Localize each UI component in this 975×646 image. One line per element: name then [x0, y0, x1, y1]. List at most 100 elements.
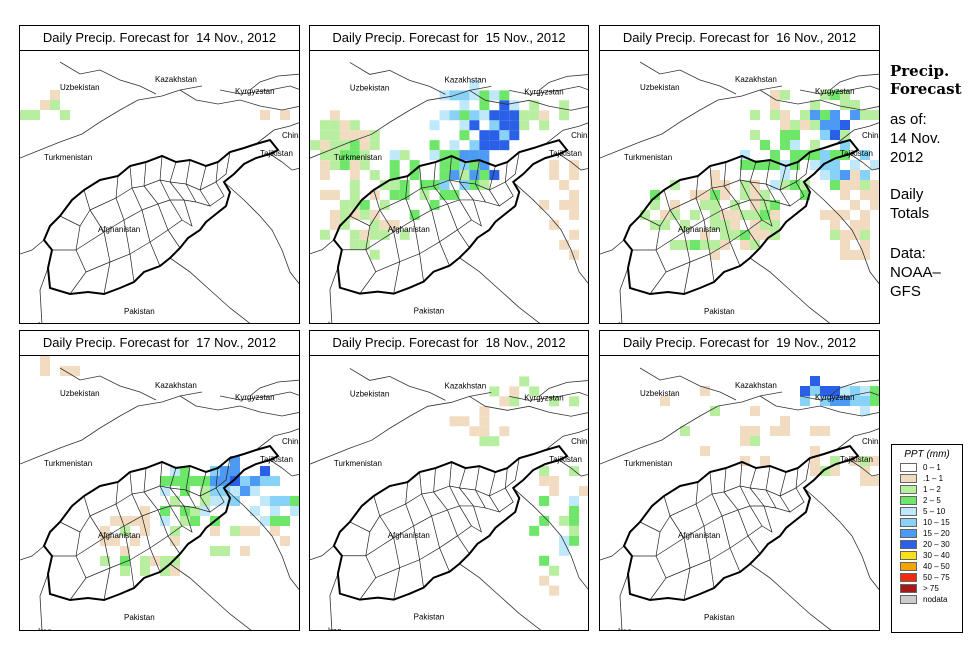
precip-cell — [840, 386, 850, 396]
precip-cell — [210, 496, 220, 506]
precip-cell — [860, 190, 870, 200]
country-label-turkmenistan: Turkmenistan — [624, 459, 672, 468]
province-boundary — [52, 225, 81, 251]
precip-cell — [650, 220, 660, 230]
province-boundary — [359, 555, 377, 600]
country-label-china: China — [862, 437, 880, 446]
precip-cell — [210, 466, 220, 476]
province-boundary — [181, 505, 193, 533]
country-label-uzbekistan: Uzbekistan — [350, 389, 389, 398]
legend-row: 5 – 10 — [892, 506, 962, 517]
precip-cell — [489, 436, 500, 447]
precip-cell — [479, 436, 490, 447]
country-border — [639, 367, 737, 401]
precip-cell — [319, 150, 330, 161]
country-label-tajikistan: Tajikistan — [549, 149, 582, 158]
precip-cell — [349, 239, 360, 250]
precip-cell — [850, 230, 860, 240]
precip-cell — [319, 189, 330, 200]
country-border — [759, 89, 879, 111]
precip-cell — [160, 506, 170, 516]
province-boundary — [59, 495, 91, 533]
country-label-china: China — [571, 131, 589, 140]
country-label-iran: Iran — [38, 321, 52, 324]
precip-cell — [569, 525, 580, 536]
precip-cell — [750, 426, 760, 436]
precip-cell — [780, 110, 790, 120]
precip-cell — [190, 476, 200, 486]
country-label-uzbekistan: Uzbekistan — [640, 389, 680, 398]
country-label-afghanistan: Afghanistan — [98, 225, 140, 234]
province-boundary — [475, 471, 496, 497]
precip-cell — [260, 466, 270, 476]
country-label-iran: Iran — [328, 321, 342, 325]
precip-cell — [250, 526, 260, 536]
precip-cell — [449, 110, 460, 121]
province-boundary — [143, 155, 163, 187]
legend-label: 10 – 15 — [923, 518, 950, 527]
precip-cell — [830, 456, 840, 466]
precip-cell — [840, 120, 850, 130]
precip-cell — [369, 170, 380, 181]
precip-cell — [130, 536, 140, 546]
precip-cell — [800, 120, 810, 130]
precip-cell — [840, 250, 850, 260]
precip-cell — [230, 466, 240, 476]
precip-cell — [479, 140, 490, 151]
province-boundary — [341, 531, 371, 557]
precip-cell — [559, 545, 570, 556]
precip-cell — [780, 180, 790, 190]
precip-cell — [449, 150, 460, 161]
province-boundary — [85, 231, 111, 273]
precip-cell — [40, 366, 50, 376]
legend-swatch — [900, 562, 917, 571]
precip-cell — [760, 230, 770, 240]
precip-cell — [870, 396, 879, 406]
precip-cell — [730, 210, 740, 220]
province-boundary — [779, 467, 799, 497]
precip-cell — [780, 170, 790, 180]
precip-cell — [760, 140, 770, 150]
precip-cell — [319, 120, 330, 131]
province-boundary — [413, 493, 433, 527]
legend-label: 5 – 10 — [923, 507, 946, 516]
precip-cell — [790, 160, 800, 170]
precip-cell — [170, 536, 180, 546]
precip-cell — [200, 496, 210, 506]
precip-cell — [760, 210, 770, 220]
country-label-pakistan: Pakistan — [124, 613, 155, 622]
country-label-iran: Iran — [328, 627, 342, 632]
country-label-kazakhstan: Kazakhstan — [735, 381, 777, 390]
precip-cell — [820, 160, 830, 170]
precip-cell — [519, 376, 530, 387]
precip-cell — [820, 396, 830, 406]
precip-cell — [820, 130, 830, 140]
precip-cell — [820, 386, 830, 396]
forecast-panel-14nov: Daily Precip. Forecast for 14 Nov., 2012… — [19, 25, 300, 324]
precip-cell — [429, 140, 440, 151]
precip-cell — [359, 160, 370, 171]
province-boundary — [683, 567, 691, 601]
panel-title: Daily Precip. Forecast for 16 Nov., 2012 — [600, 26, 879, 51]
precip-cell — [70, 366, 80, 376]
province-boundary — [185, 165, 207, 191]
precip-cell — [339, 150, 350, 161]
legend-swatch — [900, 540, 917, 549]
precip-cell — [479, 170, 490, 181]
country-border — [544, 122, 588, 145]
precip-cell — [140, 556, 150, 566]
precip-cell — [250, 506, 260, 516]
province-boundary — [349, 495, 381, 533]
country-border — [509, 391, 588, 401]
precip-cell — [260, 476, 270, 486]
precip-cell — [770, 220, 780, 230]
precip-cell — [800, 110, 810, 120]
precip-cell — [549, 476, 560, 487]
precip-cell — [860, 476, 870, 486]
precip-cell — [770, 426, 780, 436]
precip-cell — [750, 406, 760, 416]
precip-cell — [140, 526, 150, 536]
country-border — [249, 379, 299, 397]
precip-cell — [240, 546, 250, 556]
precip-cell — [379, 199, 390, 210]
